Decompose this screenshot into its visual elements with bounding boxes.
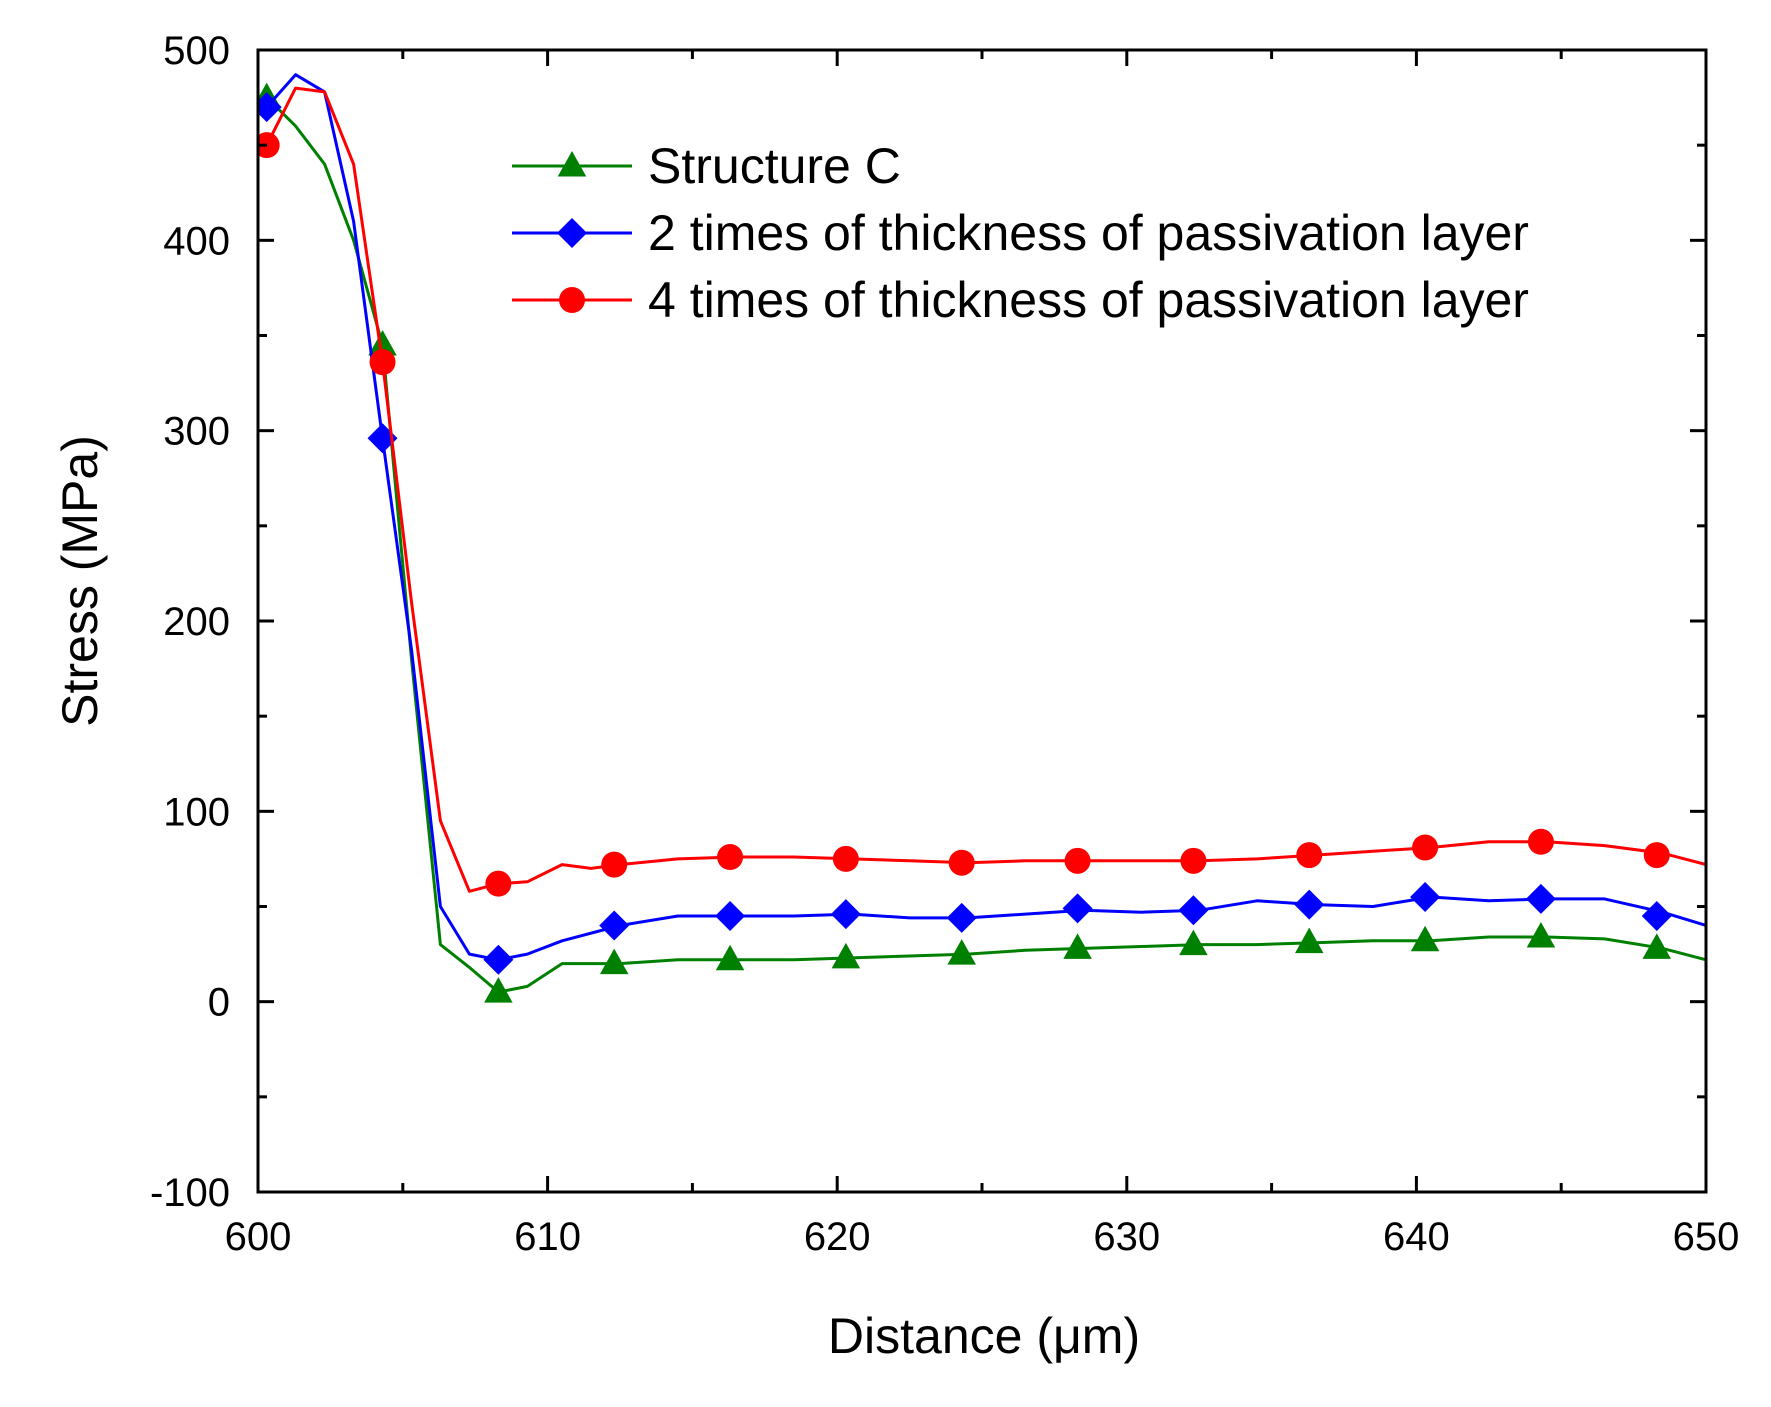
series-2-point: [1062, 893, 1093, 924]
y-tick-label: 200: [163, 600, 230, 644]
series-3-point: [1643, 842, 1670, 869]
y-axis-title: Stress (MPa): [52, 435, 108, 727]
series-3-point: [1527, 828, 1554, 855]
plot-series: [258, 73, 1706, 1003]
x-tick-label: 630: [1093, 1215, 1160, 1259]
legend: Structure C 2 times of thickness of passi…: [512, 138, 1529, 328]
series-2-point: [1525, 883, 1556, 914]
series-1-point: [831, 942, 861, 969]
series-1-point: [947, 939, 976, 965]
series-3-point: [1296, 842, 1323, 869]
legend-label-3: 4 times of thickness of passivation laye…: [648, 272, 1529, 328]
legend-marker-2: [557, 218, 587, 248]
x-tick-label: 610: [514, 1215, 581, 1259]
x-tick-label: 650: [1673, 1215, 1740, 1259]
y-tick-label: -100: [150, 1171, 230, 1215]
x-tick-label: 620: [804, 1215, 871, 1259]
series-3-point: [369, 349, 396, 376]
series-2-point: [715, 901, 746, 932]
series-1-point: [368, 330, 397, 356]
series-2-point: [1410, 881, 1441, 912]
series-1-point: [1179, 929, 1208, 956]
series-3-point: [1412, 834, 1439, 861]
series-2-point: [1641, 901, 1672, 932]
series-3-point: [1180, 847, 1207, 874]
plot-axes: [256, 48, 1708, 1194]
series-1-point: [599, 948, 629, 975]
legend-marker-3: [559, 287, 585, 313]
x-tick-label: 600: [225, 1215, 292, 1259]
legend-label-1: Structure C: [648, 138, 901, 194]
series-3-point: [832, 845, 859, 872]
series-3-point: [717, 844, 744, 871]
series-2-point: [258, 92, 282, 123]
series-1-point: [1063, 933, 1092, 959]
legend-label-2: 2 times of thickness of passivation laye…: [648, 205, 1529, 261]
y-tick-label: 0: [208, 981, 230, 1025]
legend-marker-1: [557, 151, 587, 177]
series-2-point: [946, 902, 977, 933]
y-tick-label: 500: [163, 29, 230, 73]
series-1-point: [1410, 925, 1440, 952]
y-tick-label: 100: [163, 790, 230, 834]
series-3-point: [258, 132, 280, 159]
y-tick-label: 400: [163, 219, 230, 263]
series-1-point: [484, 977, 513, 1003]
series-2-point: [599, 910, 630, 941]
y-tick-label: 300: [163, 410, 230, 454]
series-2-point: [1294, 889, 1325, 920]
series-3-point: [948, 849, 975, 876]
series-1-point: [715, 944, 745, 971]
series-1-point: [1294, 927, 1324, 954]
series-2-point: [1178, 895, 1209, 926]
series-1-point: [1526, 921, 1556, 948]
x-tick-label: 640: [1383, 1215, 1450, 1259]
series-2-point: [483, 944, 514, 975]
series-3-point: [1064, 847, 1091, 874]
series-3-point: [485, 870, 512, 897]
series-1-point: [1642, 933, 1672, 959]
series-3-point: [601, 851, 628, 878]
axis-labels: 600 610 620 630 640 650 -100 0 100 200 300 400 500 Di…: [52, 29, 1739, 1364]
series-2-point: [830, 899, 861, 930]
x-axis-title: Distance (μm): [828, 1308, 1140, 1364]
